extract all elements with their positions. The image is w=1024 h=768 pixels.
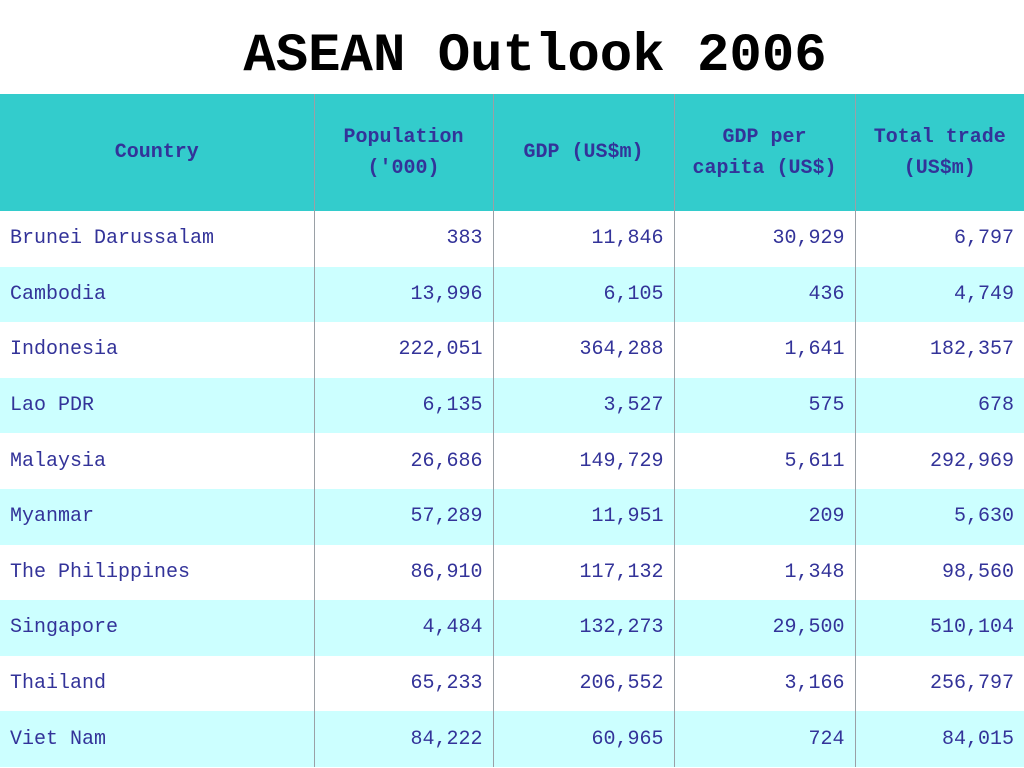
cell-country: Cambodia <box>0 266 314 323</box>
table-row: Singapore 4,484 132,273 29,500 510,104 <box>0 600 1024 656</box>
cell-gdp: 60,965 <box>492 711 674 767</box>
cell-country: The Philippines <box>0 544 314 601</box>
column-header-total-trade: Total trade (US$m) <box>854 94 1024 211</box>
cell-population: 222,051 <box>313 322 493 378</box>
table-row: Thailand 65,233 206,552 3,166 256,797 <box>0 655 1024 712</box>
cell-country: Malaysia <box>0 433 314 489</box>
cell-total-trade: 292,969 <box>854 433 1024 489</box>
table-row: The Philippines 86,910 117,132 1,348 98,… <box>0 544 1024 601</box>
cell-country: Brunei Darussalam <box>0 211 314 267</box>
asean-data-table: Country Population ('000) GDP (US$m) GDP… <box>0 94 1024 767</box>
column-header-gdp-per-capita: GDP per capita (US$) <box>673 94 855 211</box>
table-row: Lao PDR 6,135 3,527 575 678 <box>0 377 1024 434</box>
cell-total-trade: 510,104 <box>854 600 1024 656</box>
cell-gdp-per-capita: 436 <box>673 266 855 323</box>
cell-total-trade: 6,797 <box>854 211 1024 267</box>
cell-gdp: 149,729 <box>492 433 674 489</box>
cell-total-trade: 678 <box>854 377 1024 434</box>
cell-total-trade: 84,015 <box>854 711 1024 767</box>
page-title: ASEAN Outlook 2006 <box>243 26 827 87</box>
cell-gdp-per-capita: 209 <box>673 488 855 545</box>
cell-population: 57,289 <box>313 488 493 545</box>
cell-country: Lao PDR <box>0 377 314 434</box>
table-row: Cambodia 13,996 6,105 436 4,749 <box>0 266 1024 323</box>
cell-gdp: 364,288 <box>492 322 674 378</box>
cell-gdp-per-capita: 1,348 <box>673 544 855 601</box>
cell-gdp: 11,951 <box>492 488 674 545</box>
cell-country: Viet Nam <box>0 711 314 767</box>
cell-gdp: 117,132 <box>492 544 674 601</box>
cell-gdp-per-capita: 1,641 <box>673 322 855 378</box>
cell-gdp-per-capita: 724 <box>673 711 855 767</box>
table-row: Indonesia 222,051 364,288 1,641 182,357 <box>0 322 1024 378</box>
cell-population: 4,484 <box>313 600 493 656</box>
cell-gdp-per-capita: 29,500 <box>673 600 855 656</box>
cell-population: 6,135 <box>313 377 493 434</box>
cell-country: Indonesia <box>0 322 314 378</box>
cell-total-trade: 4,749 <box>854 266 1024 323</box>
cell-gdp-per-capita: 3,166 <box>673 655 855 712</box>
cell-population: 26,686 <box>313 433 493 489</box>
cell-total-trade: 98,560 <box>854 544 1024 601</box>
cell-gdp: 11,846 <box>492 211 674 267</box>
cell-country: Myanmar <box>0 488 314 545</box>
cell-gdp: 6,105 <box>492 266 674 323</box>
cell-population: 383 <box>313 211 493 267</box>
table-row: Myanmar 57,289 11,951 209 5,630 <box>0 488 1024 545</box>
table-row: Brunei Darussalam 383 11,846 30,929 6,79… <box>0 211 1024 267</box>
cell-total-trade: 182,357 <box>854 322 1024 378</box>
cell-gdp: 206,552 <box>492 655 674 712</box>
table-row: Viet Nam 84,222 60,965 724 84,015 <box>0 711 1024 767</box>
cell-gdp: 3,527 <box>492 377 674 434</box>
column-header-population: Population ('000) <box>313 94 493 211</box>
cell-total-trade: 5,630 <box>854 488 1024 545</box>
cell-population: 65,233 <box>313 655 493 712</box>
table-header-row: Country Population ('000) GDP (US$m) GDP… <box>0 94 1024 211</box>
cell-population: 13,996 <box>313 266 493 323</box>
column-header-gdp: GDP (US$m) <box>492 94 674 211</box>
column-header-country: Country <box>0 94 314 211</box>
cell-total-trade: 256,797 <box>854 655 1024 712</box>
table-row: Malaysia 26,686 149,729 5,611 292,969 <box>0 433 1024 489</box>
cell-country: Thailand <box>0 655 314 712</box>
cell-population: 86,910 <box>313 544 493 601</box>
cell-gdp-per-capita: 5,611 <box>673 433 855 489</box>
cell-gdp: 132,273 <box>492 600 674 656</box>
cell-gdp-per-capita: 575 <box>673 377 855 434</box>
cell-gdp-per-capita: 30,929 <box>673 211 855 267</box>
cell-country: Singapore <box>0 600 314 656</box>
cell-population: 84,222 <box>313 711 493 767</box>
